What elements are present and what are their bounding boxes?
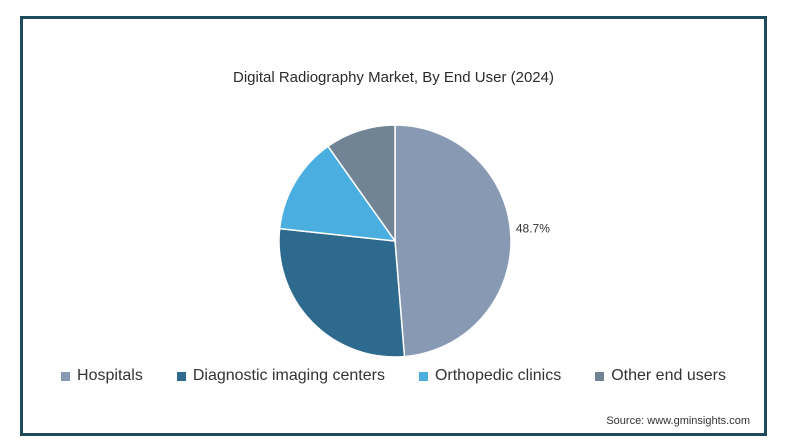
chart-title: Digital Radiography Market, By End User …: [233, 69, 554, 86]
chart-frame: Digital Radiography Market, By End User …: [20, 16, 767, 436]
legend-swatch: [595, 371, 605, 381]
legend-swatch: [176, 371, 186, 381]
data-label: 48.7%: [516, 221, 550, 235]
legend-item: Orthopedic clinics: [418, 367, 562, 385]
legend-label: Orthopedic clinics: [434, 367, 562, 384]
chart-legend: Hospitals Diagnostic imaging centers Ortho…: [23, 367, 764, 385]
legend-item: Diagnostic imaging centers: [176, 367, 385, 385]
legend-label: Diagnostic imaging centers: [192, 367, 385, 384]
pie-slice-other-end-users: [326, 124, 396, 244]
legend-swatch: [61, 371, 71, 381]
legend-swatch: [418, 371, 428, 381]
pie-chart: 48.7%: [278, 124, 550, 358]
pie-slice-diagnostic-imaging-centers: [278, 227, 406, 358]
legend-item: Other end users: [595, 367, 726, 385]
source-note: Source: www.gminsights.com: [606, 415, 750, 427]
legend-label: Other end users: [611, 367, 726, 384]
pie-slice-hospitals: [394, 124, 512, 358]
legend-label: Hospitals: [77, 367, 143, 384]
pie-slice-orthopedic-clinics: [278, 145, 397, 242]
legend-item: Hospitals: [61, 367, 143, 385]
